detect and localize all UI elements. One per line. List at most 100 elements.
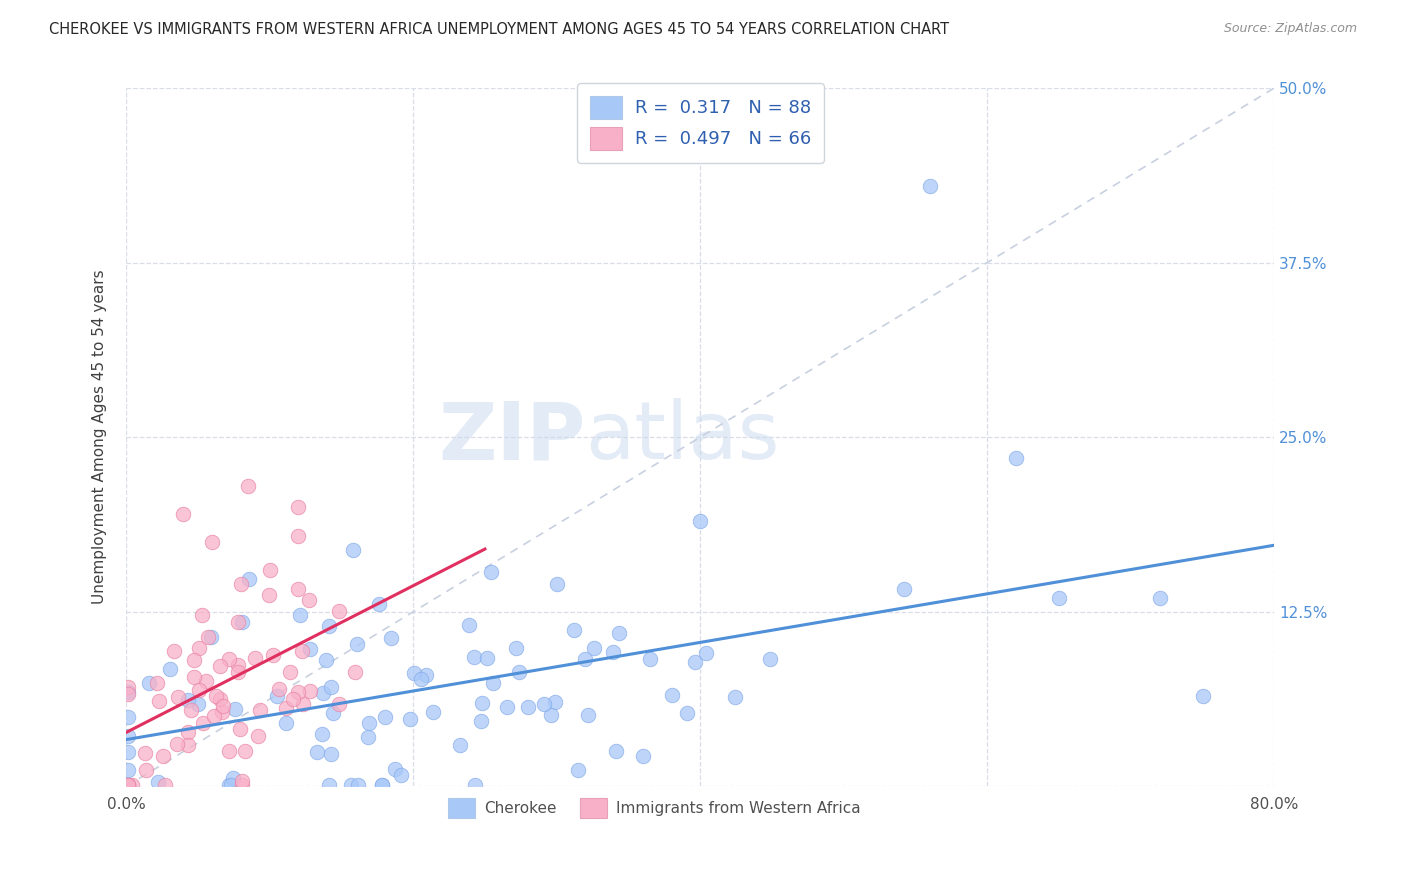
Point <box>328 604 350 618</box>
Point <box>1005 451 1028 466</box>
Point <box>533 698 555 712</box>
Point <box>482 675 505 690</box>
Point <box>298 684 321 698</box>
Point <box>384 762 406 776</box>
Point <box>117 680 139 694</box>
Point <box>195 673 218 688</box>
Point <box>148 774 170 789</box>
Point <box>231 778 253 792</box>
Point <box>321 680 343 694</box>
Point <box>562 623 585 637</box>
Point <box>380 631 402 645</box>
Point <box>464 778 486 792</box>
Point <box>257 588 280 602</box>
Point <box>318 778 340 792</box>
Point <box>231 774 253 789</box>
Point <box>117 687 139 701</box>
Point <box>266 690 288 704</box>
Point <box>166 737 188 751</box>
Point <box>1047 591 1070 605</box>
Point <box>287 500 309 514</box>
Point <box>117 778 139 792</box>
Point <box>267 682 290 697</box>
Point <box>226 615 249 629</box>
Point <box>117 778 139 792</box>
Point <box>148 694 170 708</box>
Point <box>138 675 160 690</box>
Point <box>229 723 252 737</box>
Point <box>226 665 249 680</box>
Point <box>231 615 253 630</box>
Point <box>287 529 309 543</box>
Point <box>209 658 232 673</box>
Point <box>475 651 498 665</box>
Point <box>243 651 266 665</box>
Point <box>219 778 242 792</box>
Point <box>661 689 683 703</box>
Text: ZIP: ZIP <box>439 398 585 476</box>
Point <box>607 626 630 640</box>
Point <box>605 744 627 758</box>
Point <box>291 643 314 657</box>
Point <box>685 655 707 669</box>
Point <box>479 565 502 579</box>
Point <box>226 658 249 673</box>
Point <box>759 652 782 666</box>
Text: CHEROKEE VS IMMIGRANTS FROM WESTERN AFRICA UNEMPLOYMENT AMONG AGES 45 TO 54 YEAR: CHEROKEE VS IMMIGRANTS FROM WESTERN AFRI… <box>49 22 949 37</box>
Point <box>146 676 169 690</box>
Point <box>202 709 225 723</box>
Point <box>508 665 530 679</box>
Point <box>246 729 269 743</box>
Point <box>374 710 396 724</box>
Point <box>191 715 214 730</box>
Point <box>315 653 337 667</box>
Point <box>197 631 219 645</box>
Point <box>299 642 322 657</box>
Point <box>340 778 363 792</box>
Point <box>638 652 661 666</box>
Text: Source: ZipAtlas.com: Source: ZipAtlas.com <box>1223 22 1357 36</box>
Point <box>233 744 256 758</box>
Point <box>238 572 260 586</box>
Point <box>567 763 589 777</box>
Point <box>201 535 224 549</box>
Point <box>236 479 259 493</box>
Point <box>177 738 200 752</box>
Point <box>159 662 181 676</box>
Point <box>134 746 156 760</box>
Point <box>402 666 425 681</box>
Point <box>166 690 188 705</box>
Point <box>583 640 606 655</box>
Point <box>218 652 240 666</box>
Point <box>602 645 624 659</box>
Point <box>287 685 309 699</box>
Point <box>229 577 252 591</box>
Point <box>517 699 540 714</box>
Point <box>212 698 235 713</box>
Point <box>389 768 412 782</box>
Point <box>409 672 432 686</box>
Point <box>371 778 394 792</box>
Point <box>117 730 139 744</box>
Point <box>288 607 311 622</box>
Point <box>342 542 364 557</box>
Point <box>1191 689 1213 703</box>
Point <box>343 665 366 679</box>
Point <box>574 652 596 666</box>
Point <box>346 637 368 651</box>
Point <box>162 643 184 657</box>
Point <box>274 701 297 715</box>
Point <box>546 576 568 591</box>
Point <box>631 749 654 764</box>
Point <box>117 685 139 699</box>
Point <box>470 714 492 728</box>
Point <box>676 706 699 720</box>
Point <box>224 702 246 716</box>
Point <box>183 670 205 684</box>
Legend: Cherokee, Immigrants from Western Africa: Cherokee, Immigrants from Western Africa <box>441 792 868 824</box>
Point <box>312 686 335 700</box>
Point <box>1149 591 1171 605</box>
Point <box>689 514 711 528</box>
Point <box>368 597 391 611</box>
Point <box>208 692 231 706</box>
